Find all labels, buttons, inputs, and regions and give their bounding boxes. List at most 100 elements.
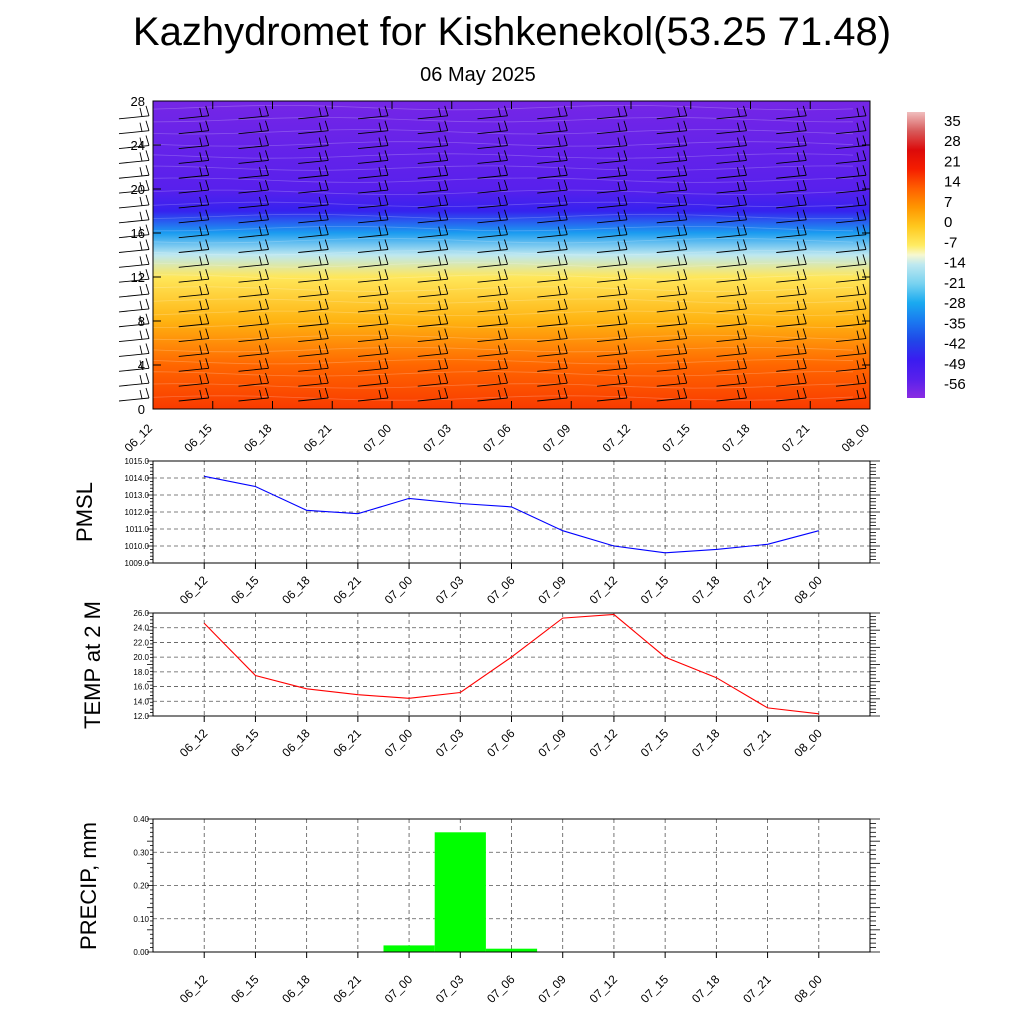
- wind-barb-feather: [318, 137, 322, 147]
- wind-barb-feather: [265, 343, 269, 354]
- wind-barb-feather: [265, 358, 269, 369]
- wind-barb-staff: [776, 308, 807, 313]
- wind-barb-staff: [238, 367, 269, 372]
- wind-barb: [357, 358, 389, 372]
- wind-barb-feather: [802, 387, 807, 399]
- wind-barb-staff: [537, 367, 568, 372]
- wind-barb: [776, 254, 807, 268]
- wind-barb-feather: [623, 105, 628, 116]
- wind-barb: [178, 387, 210, 402]
- wind-barb: [178, 373, 210, 387]
- wind-barb-feather: [623, 387, 628, 399]
- wind-barb-staff: [238, 145, 269, 149]
- wind-barb: [178, 358, 210, 372]
- wind-barb: [716, 239, 747, 253]
- wind-barb: [118, 135, 150, 149]
- wind-barb-feather: [145, 283, 150, 295]
- wind-barb-staff: [417, 219, 448, 224]
- wind-barb-feather: [378, 167, 382, 177]
- wind-barb-feather: [862, 194, 867, 206]
- wind-barb-feather: [737, 375, 740, 384]
- wind-barb-feather: [862, 283, 867, 295]
- wind-barb-staff: [417, 382, 448, 387]
- wind-barb-feather: [737, 122, 740, 132]
- wind-barb-feather: [438, 345, 442, 355]
- contour-line: [152, 117, 854, 123]
- x-tick-label: 07_15: [638, 972, 672, 1006]
- wind-barb-feather: [856, 107, 860, 117]
- wind-barb-feather: [623, 194, 628, 206]
- wind-barb: [656, 283, 688, 298]
- colorbar-label: 0: [944, 214, 952, 231]
- wind-barb: [776, 209, 807, 224]
- wind-barb-feather: [796, 271, 800, 281]
- wind-barb-feather: [259, 330, 262, 340]
- wind-barb-feather: [145, 179, 150, 191]
- contour-line: [152, 165, 854, 171]
- wind-barb-feather: [504, 328, 508, 339]
- wind-barb-staff: [776, 263, 807, 268]
- wind-barb-staff: [596, 338, 628, 343]
- wind-barb-feather: [265, 298, 269, 310]
- wind-barb: [477, 358, 508, 372]
- wind-barb-staff: [238, 293, 269, 298]
- wind-barb-feather: [498, 271, 501, 281]
- wind-barb-feather: [384, 373, 389, 384]
- wind-barb-feather: [384, 194, 389, 206]
- wind-barb-staff: [298, 174, 329, 179]
- wind-barb-feather: [324, 298, 329, 310]
- x-tick-label: 06_12: [177, 573, 211, 607]
- wind-barb-feather: [862, 298, 867, 310]
- colorbar-label: -14: [944, 255, 966, 272]
- wind-barb: [716, 269, 747, 283]
- wind-barb: [596, 387, 628, 402]
- wind-barb-feather: [737, 285, 740, 295]
- wind-barb-feather: [856, 389, 860, 399]
- wind-barb-staff: [238, 397, 269, 402]
- wind-barb: [716, 179, 747, 194]
- wind-barb: [537, 179, 568, 194]
- wind-barb: [835, 165, 867, 179]
- wind-barb-feather: [796, 181, 800, 191]
- wind-barb-feather: [438, 137, 442, 147]
- x-tick-label: 06_21: [330, 573, 364, 607]
- wind-barb-feather: [139, 137, 143, 147]
- x-tick-label: 06_15: [228, 573, 262, 607]
- wind-barb: [238, 298, 269, 313]
- contour-line: [152, 213, 854, 220]
- wind-barb-feather: [743, 358, 747, 369]
- wind-barb: [656, 298, 688, 313]
- wind-barb: [238, 313, 269, 328]
- wind-barb: [656, 254, 688, 268]
- wind-barb-staff: [298, 189, 329, 194]
- wind-barb-feather: [617, 375, 621, 384]
- wind-barb: [118, 194, 150, 209]
- wind-barb: [716, 120, 747, 135]
- wind-barb-feather: [862, 343, 867, 354]
- wind-barb: [238, 120, 269, 135]
- wind-barb-staff: [357, 204, 389, 209]
- contour-line: [152, 104, 854, 111]
- wind-barb-feather: [683, 387, 688, 399]
- wind-barb: [178, 283, 210, 298]
- wind-barb-staff: [357, 367, 389, 372]
- wind-barb-feather: [444, 328, 449, 339]
- wind-barb-staff: [417, 249, 448, 253]
- wind-barb-feather: [318, 211, 322, 221]
- wind-barb-feather: [438, 375, 442, 384]
- wind-barb-staff: [357, 234, 389, 239]
- wind-barb-feather: [265, 239, 269, 250]
- wind-barb-feather: [802, 254, 807, 265]
- wind-barb-feather: [378, 196, 382, 206]
- wind-barb-feather: [384, 150, 389, 161]
- wind-barb-feather: [856, 152, 860, 162]
- wind-barb-feather: [324, 254, 329, 265]
- wind-barb: [298, 254, 329, 268]
- wind-barb-feather: [139, 271, 143, 281]
- x-tick-label: 07_21: [779, 421, 813, 455]
- wind-barb-feather: [259, 375, 262, 384]
- wind-barb-feather: [796, 300, 800, 310]
- wind-barb: [118, 209, 150, 224]
- wind-barb-feather: [438, 196, 442, 206]
- x-tick-label: 07_00: [382, 972, 416, 1006]
